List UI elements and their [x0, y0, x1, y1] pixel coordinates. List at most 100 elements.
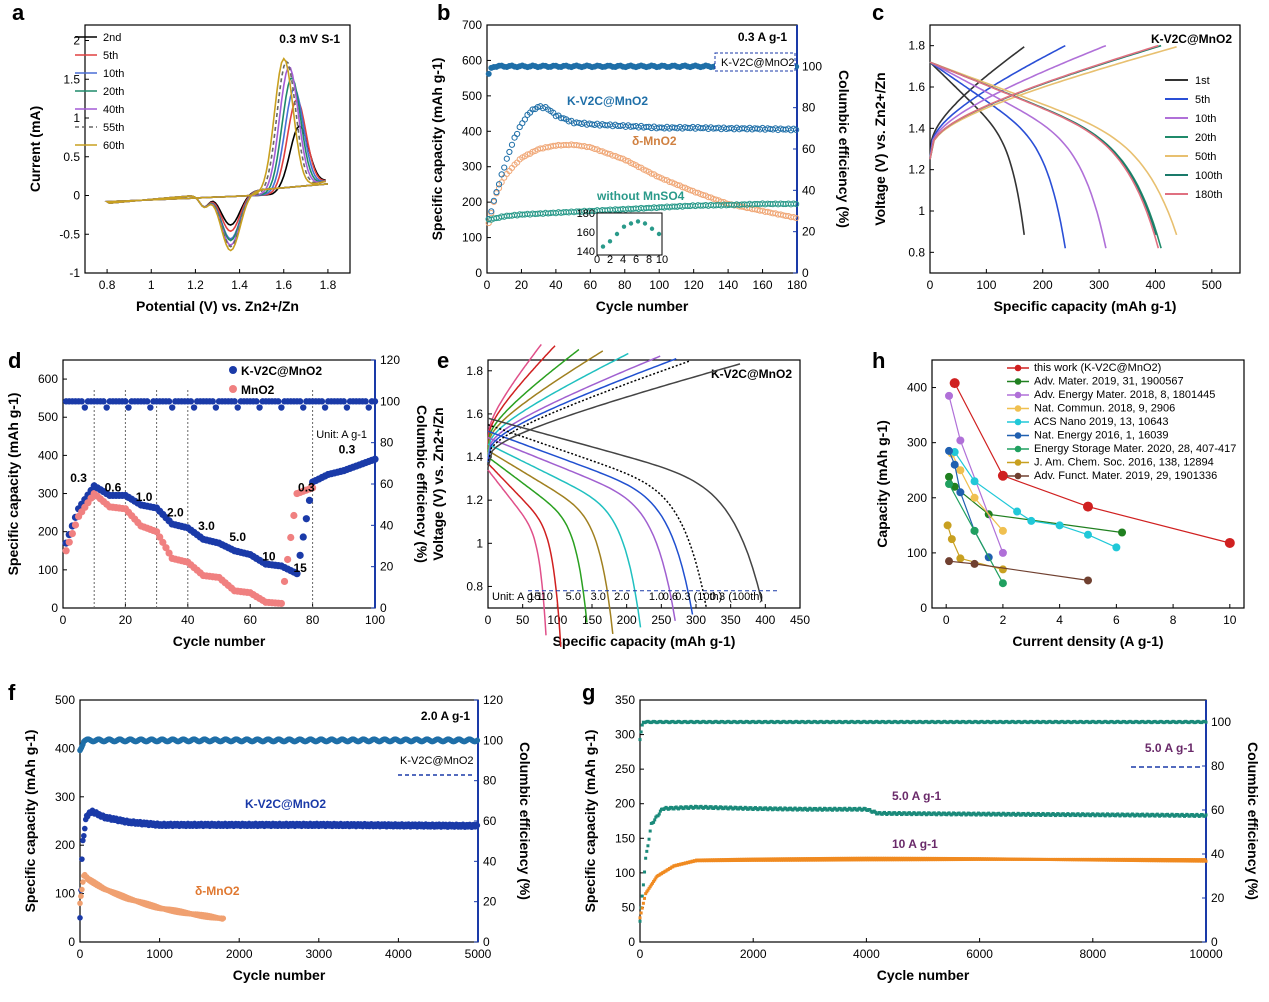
panel-letter-d: d	[8, 348, 21, 373]
rate-10-point	[823, 858, 827, 862]
rate-5-point	[638, 919, 642, 923]
rate-5-point	[652, 820, 656, 824]
kv2c-point	[501, 164, 508, 171]
legend-entry: Adv. Mater. 2019, 31, 1900567	[1034, 376, 1184, 388]
kv2c-point	[565, 118, 572, 125]
rate-label: 1.0	[649, 591, 664, 603]
rate-10-point	[639, 911, 643, 915]
kv2c-point	[503, 155, 510, 162]
rate-10-point	[792, 857, 796, 861]
rate-10-point	[800, 858, 804, 862]
rate-10-point	[886, 858, 890, 862]
rate-10-point	[835, 856, 839, 860]
y-tick-label: 700	[462, 18, 482, 32]
rate-5-point	[646, 844, 650, 848]
comparison-point	[1084, 530, 1092, 539]
series-label-kv2c: K-V2C@MnO2	[567, 94, 648, 108]
x-tick-label: 1.6	[275, 278, 292, 292]
x-tick-label: 450	[790, 613, 810, 627]
kv2c-point	[519, 120, 526, 127]
comparison-point	[947, 535, 956, 544]
rate-label: 0.3 A g-1	[738, 30, 787, 44]
series-label-5: 5.0 A g-1	[892, 789, 941, 803]
rate-5-point	[873, 810, 877, 814]
legend-marker	[1014, 364, 1022, 372]
legend-marker	[1014, 391, 1022, 399]
rate-10-point	[861, 858, 865, 862]
legend-entry: 10th	[1195, 113, 1216, 125]
kv2c-point	[293, 570, 301, 578]
x-tick-label: 20	[515, 278, 529, 292]
rate-label: 10	[541, 591, 553, 603]
x-axis-title: Cycle number	[877, 967, 970, 983]
ce-point	[234, 404, 241, 411]
inset-x-tick: 8	[646, 254, 652, 266]
rate-10-point	[1186, 859, 1190, 863]
y2-tick-label: 0	[1211, 935, 1218, 949]
series-label-dmno2: δ-MnO2	[632, 134, 677, 148]
mno2-point	[68, 530, 76, 538]
charge-curve-5th	[929, 44, 1066, 160]
inset-y-tick: 160	[577, 227, 595, 239]
rate-10-point	[843, 858, 847, 862]
dmno2-point	[666, 178, 673, 185]
y2-tick-label: 20	[1211, 891, 1225, 905]
rate-10-point	[1189, 858, 1193, 862]
rate-10-point	[1201, 858, 1205, 862]
comparison-point	[945, 391, 954, 400]
y2-tick-label: 60	[380, 477, 394, 491]
inset-point	[628, 221, 634, 226]
ce-point	[278, 404, 285, 411]
rate-10-point	[839, 856, 843, 860]
x-tick-label: 50	[516, 613, 530, 627]
y-tick-label: 300	[462, 160, 482, 174]
discharge-curve-20th	[929, 61, 1162, 249]
y-tick-label: 500	[462, 89, 482, 103]
rate-10-point	[858, 856, 862, 860]
y-tick-label: 0.5	[63, 150, 80, 164]
rate-10-point	[791, 858, 795, 862]
comparison-point	[945, 557, 954, 566]
rate-10-point	[815, 857, 819, 861]
legend-marker	[1014, 472, 1022, 480]
y-tick-label: 100	[907, 546, 927, 560]
y-axis-title: Voltage (V) vs. Zn2+/Zn	[872, 72, 888, 225]
rate-10-point	[854, 858, 858, 862]
ce-point	[190, 404, 198, 411]
legend-entry: J. Am. Chem. Soc. 2016, 138, 12894	[1034, 457, 1214, 469]
x-tick-label: 0	[60, 613, 67, 627]
y-tick-label: 400	[462, 124, 482, 138]
panel-d: 0 20 40 60 80 1000100200300400500600020406080…	[5, 348, 430, 649]
rate-10-point	[828, 856, 832, 860]
y2-axis-title: Columbic efficiency (%)	[517, 742, 533, 900]
legend-entry: K-V2C@MnO2	[241, 364, 322, 378]
discharge-curve-0.3 (100th)	[487, 417, 763, 602]
charge-curve-1st	[929, 46, 1025, 160]
rate-label: 0.3 (10th)	[675, 591, 722, 603]
y-tick-label: 50	[622, 900, 636, 914]
charge-curve-3.0	[487, 350, 604, 455]
x-tick-label: 1.8	[320, 278, 337, 292]
ce-point	[340, 398, 347, 405]
rate-10-point	[859, 858, 863, 862]
kv2c-point	[498, 171, 505, 178]
x-tick-label: 0	[484, 278, 491, 292]
rate-label: 0.3 (100th)	[710, 591, 763, 603]
rate-10-point	[819, 856, 823, 860]
y-tick-label: 1	[476, 536, 483, 550]
rate-10-point	[808, 857, 812, 861]
y-tick-label: 100	[55, 887, 75, 901]
comparison-line	[954, 382, 1230, 544]
discharge-curve-2.0	[487, 443, 642, 628]
y-tick-label: 150	[615, 831, 635, 845]
charge-curve-20th	[929, 44, 1162, 160]
y-axis-title: Capacity (mAh g-1)	[874, 420, 890, 548]
y-tick-label: 0	[920, 601, 927, 615]
y2-tick-label: 40	[1211, 847, 1225, 861]
y-tick-label: 600	[462, 53, 482, 67]
series-label-10: 10 A g-1	[892, 837, 938, 851]
kv2c-point	[529, 106, 536, 113]
y-tick-label: 1.2	[466, 493, 483, 507]
rate-10-point	[887, 856, 891, 860]
x-tick-label: 0	[927, 278, 934, 292]
